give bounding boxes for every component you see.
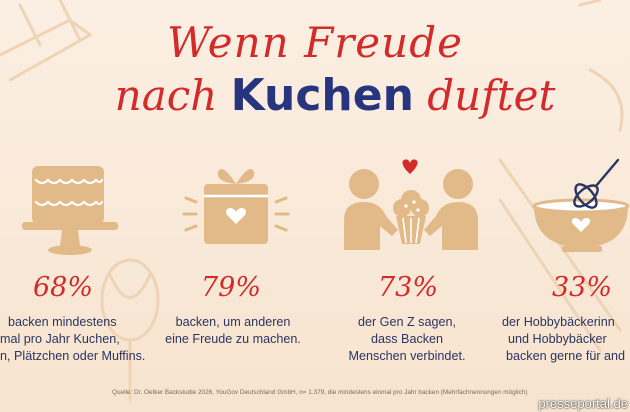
title-word-duftet: duftet	[427, 71, 556, 120]
stat-1-line-1: backen mindestens	[8, 315, 117, 329]
stat-4-line-2: und Hobbybäcker	[508, 332, 607, 346]
stat-3-line-3: Menschen verbindet.	[348, 349, 466, 363]
title-keyword: Kuchen	[230, 70, 414, 121]
title-line-1: Wenn Freude	[167, 18, 463, 67]
stat-percent-1: 68%	[32, 272, 93, 303]
stat-description-4: der Hobbybäckerinn und Hobbybäcker backe…	[494, 314, 630, 365]
stat-2-line-2: eine Freude zu machen.	[165, 332, 301, 346]
stat-1-line-3: n, Plätzchen oder Muffins.	[0, 349, 146, 363]
stat-4-line-3: backen gerne für and	[506, 349, 626, 363]
stat-4-line-1: der Hobbybäckerinn	[502, 315, 615, 329]
stat-1-line-2: mal pro Jahr Kuchen,	[0, 332, 120, 346]
cake-icon	[22, 166, 118, 255]
stat-percent-4: 33%	[551, 272, 612, 303]
mixing-bowl-icon	[532, 158, 630, 252]
stat-2-line-1: backen, um anderen	[175, 315, 291, 329]
stat-3-line-2: dass Backen	[370, 332, 444, 346]
stat-description-3: der Gen Z sagen, dass Backen Menschen ve…	[332, 314, 482, 365]
stat-description-1: backen mindestens mal pro Jahr Kuchen, n…	[0, 314, 160, 365]
gift-icon	[182, 168, 290, 244]
source-note: Quelle: Dr. Oetker Backstudie 2026, YouG…	[112, 389, 528, 396]
stat-percent-3: 73%	[377, 272, 438, 303]
stat-3-line-1: der Gen Z sagen,	[357, 315, 456, 329]
title-word-nach: nach	[114, 71, 218, 120]
title-line-2: nach Kuchen duftet	[20, 70, 630, 121]
presseportal-watermark: presseportal.de	[538, 396, 628, 411]
stat-percent-2: 79%	[200, 272, 261, 303]
stat-description-2: backen, um anderen eine Freude zu machen…	[150, 314, 316, 348]
people-cupcake-icon	[344, 159, 478, 250]
